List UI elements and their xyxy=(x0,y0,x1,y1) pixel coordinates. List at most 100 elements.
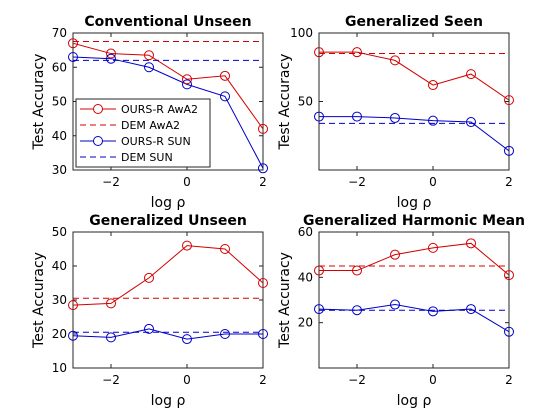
y-tick-label: 40 xyxy=(52,129,67,143)
y-tick-label: 50 xyxy=(52,95,67,109)
data-point xyxy=(314,47,324,58)
data-point xyxy=(466,69,476,80)
data-point xyxy=(504,326,514,337)
data-point xyxy=(220,91,230,102)
data-point xyxy=(390,249,400,260)
x-tick-label: −2 xyxy=(102,175,120,189)
data-point xyxy=(106,332,116,343)
data-point xyxy=(258,123,268,134)
data-point xyxy=(352,305,362,316)
plot-area xyxy=(72,231,264,369)
x-tick-label: 0 xyxy=(429,175,437,189)
data-point xyxy=(390,55,400,66)
data-point xyxy=(220,70,230,81)
subplot-title: Generalized Unseen xyxy=(89,213,247,229)
data-point xyxy=(106,48,116,59)
legend-marker xyxy=(93,136,103,146)
data-point xyxy=(68,38,78,49)
plot-area xyxy=(318,231,510,369)
series-line-3 xyxy=(73,328,263,340)
y-axis-label: Test Accuracy xyxy=(31,54,47,151)
x-axis-label: log ρ xyxy=(151,393,186,409)
data-point xyxy=(314,304,324,315)
y-tick-label: 60 xyxy=(298,225,313,239)
subplot-1: −2 0 2 30 40 50 60 70 Conventional Unseen log ρ Te… xyxy=(31,14,268,211)
x-tick-label: 2 xyxy=(505,175,513,189)
series-line-1 xyxy=(73,245,263,306)
legend-marker xyxy=(93,104,103,114)
legend-entry: OURS-R AwA2 xyxy=(121,103,198,116)
data-point xyxy=(68,51,78,62)
data-point xyxy=(314,265,324,276)
data-point xyxy=(258,163,268,174)
x-tick-label: −2 xyxy=(102,373,120,387)
series-line-1 xyxy=(73,42,263,130)
legend-entry: DEM AwA2 xyxy=(121,119,180,132)
data-point xyxy=(144,272,154,283)
x-tick-label: −2 xyxy=(348,373,366,387)
series-line-3 xyxy=(73,56,263,169)
x-tick-label: 0 xyxy=(429,373,437,387)
data-point xyxy=(428,306,438,317)
legend-entry: OURS-R SUN xyxy=(121,135,191,148)
data-point xyxy=(182,334,192,345)
data-point xyxy=(352,265,362,276)
series-group xyxy=(319,51,509,152)
series-line-1 xyxy=(319,242,509,276)
subplot-title: Conventional Unseen xyxy=(84,14,251,30)
y-tick-label: 20 xyxy=(52,327,67,341)
x-tick-label: 0 xyxy=(183,175,191,189)
subplot-title: Generalized Harmonic Mean xyxy=(303,213,525,229)
data-point xyxy=(504,270,514,281)
y-tick-label: 50 xyxy=(298,95,313,109)
data-point xyxy=(106,298,116,309)
data-point xyxy=(466,238,476,249)
data-point xyxy=(504,95,514,106)
y-tick-label: 10 xyxy=(52,361,67,375)
data-point xyxy=(390,112,400,123)
x-tick-label: 2 xyxy=(505,373,513,387)
series-line-1 xyxy=(319,51,509,101)
data-point xyxy=(428,242,438,253)
data-point xyxy=(352,111,362,122)
y-axis-label: Test Accuracy xyxy=(277,54,293,151)
x-axis-label: log ρ xyxy=(397,393,432,409)
data-point xyxy=(428,115,438,126)
data-point xyxy=(314,111,324,122)
data-point xyxy=(390,299,400,310)
data-point xyxy=(144,323,154,334)
data-point xyxy=(220,244,230,254)
y-axis-label: Test Accuracy xyxy=(277,252,293,349)
data-point xyxy=(466,304,476,315)
legend: OURS-R AwA2 DEM AwA2 OURS-R SUN DEM SUN xyxy=(75,98,211,168)
data-point xyxy=(68,300,78,311)
data-point xyxy=(144,62,154,73)
data-point xyxy=(352,47,362,58)
series-line-3 xyxy=(319,116,509,152)
data-point xyxy=(258,278,268,288)
data-point xyxy=(182,74,192,85)
data-point xyxy=(106,53,116,64)
series-group xyxy=(73,41,263,169)
y-tick-label: 40 xyxy=(52,259,67,273)
x-tick-label: 2 xyxy=(259,373,267,387)
legend-entry: DEM SUN xyxy=(121,151,173,164)
data-point xyxy=(144,50,154,61)
data-point xyxy=(182,79,192,90)
y-tick-label: 30 xyxy=(52,293,67,307)
y-tick-label: 50 xyxy=(52,225,67,239)
y-tick-label: 60 xyxy=(52,60,67,74)
subplot-3: −2 0 2 10 20 30 40 50 Generalized Unseen log ρ Tes… xyxy=(31,213,268,409)
data-point xyxy=(504,145,514,156)
x-axis-label: log ρ xyxy=(397,195,432,211)
subplot-2: −2 0 2 50 100 Generalized Seen log ρ Test Accur… xyxy=(277,14,514,211)
x-tick-label: 0 xyxy=(183,373,191,387)
series-group xyxy=(73,245,263,340)
data-point xyxy=(182,240,192,251)
data-point xyxy=(68,330,78,341)
y-tick-label: 70 xyxy=(52,26,67,40)
series-group xyxy=(319,242,509,333)
y-tick-label: 20 xyxy=(298,316,313,330)
